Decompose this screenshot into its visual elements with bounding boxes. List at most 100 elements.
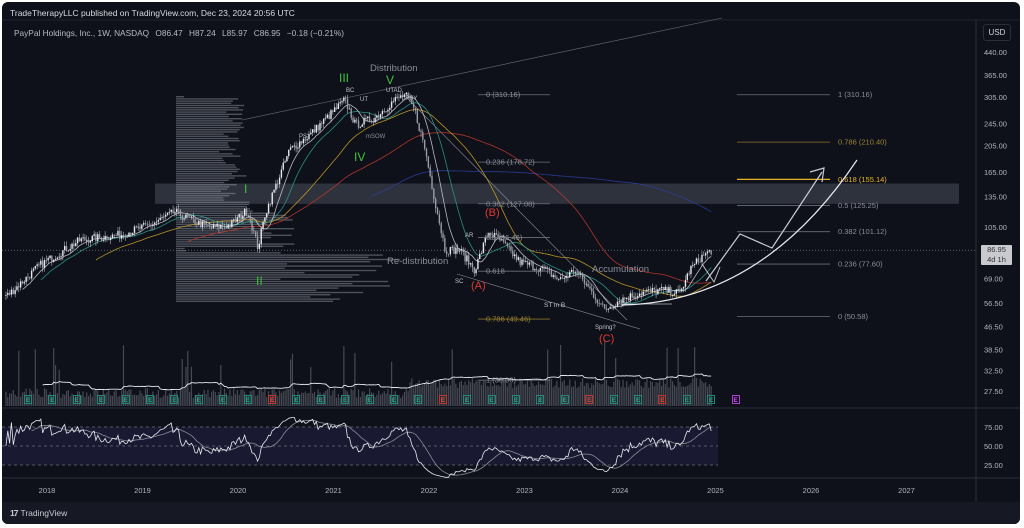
earnings-marker[interactable]: E — [390, 395, 398, 404]
volume-bar — [600, 384, 602, 406]
annotation-redistribution: Re-distribution — [387, 256, 449, 267]
time-axis-label: 2024 — [612, 486, 629, 495]
earnings-marker[interactable]: E — [48, 395, 57, 404]
volume-bar — [615, 357, 617, 406]
ohlc-high: H87.24 — [188, 28, 216, 38]
earnings-marker[interactable]: E — [243, 395, 252, 404]
volume-profile-bar — [176, 234, 292, 236]
candle-body — [155, 221, 158, 223]
earnings-marker[interactable]: E — [341, 395, 350, 404]
earnings-marker[interactable]: E — [219, 395, 228, 404]
candle-body — [124, 235, 127, 238]
volume-bar — [455, 383, 457, 406]
volume-bar — [337, 393, 339, 406]
time-axis-label: 2021 — [325, 486, 342, 495]
volume-bar — [668, 387, 670, 406]
candle-body — [620, 301, 622, 303]
earnings-marker[interactable]: E — [438, 395, 447, 404]
candle-body — [308, 134, 310, 140]
candle-body — [221, 224, 224, 227]
earnings-marker[interactable]: E — [658, 395, 667, 404]
volume-bar — [190, 366, 193, 406]
volume-bar — [323, 392, 325, 406]
earnings-marker[interactable]: E — [463, 395, 472, 404]
volume-profile-bar — [176, 155, 241, 157]
earnings-marker[interactable]: E — [194, 395, 203, 404]
volume-profile-bar — [176, 278, 281, 280]
candle-body — [425, 148, 428, 157]
moving-average-10 — [22, 96, 712, 308]
earnings-marker[interactable]: E — [268, 395, 276, 404]
volume-bar — [87, 396, 90, 406]
candle-body — [319, 123, 321, 131]
earnings-marker[interactable]: E — [292, 395, 301, 404]
volume-profile-bar — [176, 111, 227, 113]
candle-body — [703, 254, 705, 256]
volume-bar — [256, 394, 259, 406]
earnings-marker[interactable]: E — [121, 395, 130, 404]
volume-bar — [313, 391, 316, 406]
earnings-marker[interactable]: E — [365, 395, 374, 404]
volume-bar — [166, 395, 169, 406]
volume-bar — [260, 388, 262, 406]
volume-bar — [157, 389, 159, 406]
volume-profile-bar — [176, 133, 224, 135]
volume-bar — [251, 390, 253, 406]
candle-body — [229, 224, 231, 228]
candle-body — [422, 132, 424, 140]
volume-profile-bar — [176, 228, 295, 230]
candle-body — [607, 308, 610, 310]
candle-body — [585, 283, 587, 285]
candle-body — [304, 138, 306, 141]
candle-body — [389, 107, 391, 110]
earnings-marker[interactable]: E — [634, 395, 642, 404]
volume-bar — [174, 393, 176, 406]
earnings-marker[interactable]: E — [72, 395, 81, 404]
tradingview-logo[interactable]: 17 TradingView — [10, 508, 67, 518]
earnings-marker[interactable]: E — [487, 395, 496, 404]
volume-bar — [181, 358, 183, 406]
earnings-marker[interactable]: E — [707, 395, 716, 404]
fib-right-label: 0.618 (155.14) — [838, 175, 887, 184]
volume-bar — [203, 389, 205, 406]
volume-bar — [695, 378, 698, 406]
earnings-marker[interactable]: E — [512, 395, 520, 404]
volume-bar — [607, 385, 609, 406]
earnings-marker[interactable]: E — [316, 395, 325, 404]
earnings-marker[interactable]: E — [414, 395, 423, 404]
volume-profile-bar — [176, 258, 401, 261]
earnings-marker[interactable]: E — [24, 395, 32, 404]
earnings-marker[interactable]: E — [170, 395, 179, 404]
volume-bar — [697, 386, 699, 406]
earnings-marker[interactable]: E — [97, 395, 106, 404]
volume-bar — [425, 380, 428, 406]
volume-profile-bar — [176, 166, 237, 168]
candle-body — [220, 224, 222, 229]
candle-body — [504, 241, 507, 244]
earnings-marker[interactable]: E — [731, 395, 740, 404]
volume-bar — [45, 389, 47, 406]
volume-bar — [229, 389, 231, 406]
volume-profile-bar — [176, 102, 232, 104]
earnings-marker[interactable]: E — [682, 395, 691, 404]
candle-body — [403, 94, 406, 98]
volume-bar — [113, 391, 115, 406]
volume-profile-bar — [176, 113, 243, 115]
volume-bar — [183, 388, 185, 406]
earnings-marker[interactable]: E — [560, 395, 569, 404]
candle-body — [269, 203, 272, 205]
earnings-marker[interactable]: E — [536, 395, 545, 404]
volume-profile-bar — [176, 223, 268, 225]
symbol-name[interactable]: PayPal Holdings, Inc., 1W, NASDAQ — [14, 28, 150, 38]
volume-profile-bar — [176, 272, 305, 274]
earnings-marker[interactable]: E — [585, 395, 594, 404]
currency-button[interactable]: USD — [983, 24, 1011, 41]
candle-body — [513, 254, 516, 257]
candle-body — [379, 114, 382, 118]
earnings-marker[interactable]: E — [609, 395, 618, 404]
earnings-marker[interactable]: E — [146, 395, 154, 404]
volume-bar — [620, 386, 622, 406]
annotation-msow: mSOW — [366, 134, 386, 140]
candle-body — [185, 214, 187, 219]
